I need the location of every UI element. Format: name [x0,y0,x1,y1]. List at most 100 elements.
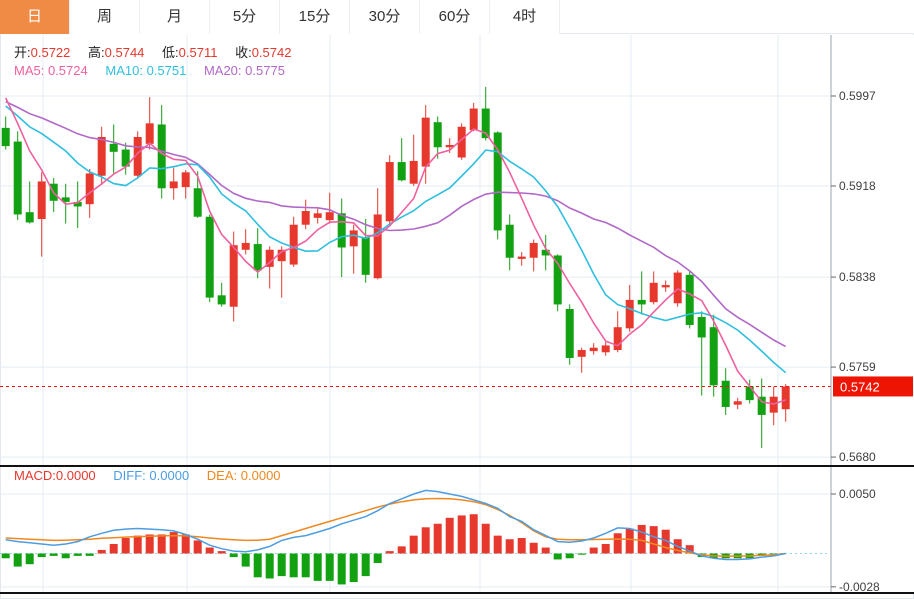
macd-tick-label: -0.0028 [839,580,880,594]
ma10-readout: MA10: 0.5751 [105,63,187,78]
candle-body [505,224,514,258]
candle-body [205,216,214,298]
macd-bar [625,528,634,554]
tab-week[interactable]: 周 [70,0,140,34]
candle-body [589,347,598,352]
candle-body [565,308,574,358]
ma10-line [5,105,787,374]
candle-body [433,122,442,148]
candle-body [553,255,562,305]
candle-body [613,327,622,350]
macd-bar [577,553,586,555]
candle-body [133,137,142,176]
candle-body [25,212,34,223]
candle-body [97,137,106,176]
price-axis: 0.5997 0.5918 0.5838 0.5759 0.5680 0.0050 -0.0… [831,89,880,594]
candle-body [757,396,766,415]
candle-body [421,117,430,167]
macd-bar [325,553,334,581]
macd-bar [469,514,478,554]
macd-bar [205,547,214,554]
candle-body [241,242,250,250]
candle-body [337,213,346,248]
last-price-badge-label: 0.5742 [840,379,880,394]
macd-bar [277,553,286,577]
macd-bar [685,545,694,554]
macd-bar [397,546,406,554]
candle-body [193,188,202,217]
macd-bar [517,538,526,554]
macd-bar [157,534,166,554]
tab-4hour[interactable]: 4时 [490,0,560,34]
diff-line [5,489,786,561]
low-readout: 低:0.5711 [162,45,218,60]
tab-15min[interactable]: 15分 [280,0,350,34]
macd-bar [181,534,190,554]
panel-divider [0,465,914,467]
candle-body [697,316,706,338]
macd-bar [301,553,310,578]
candle-body [397,162,406,181]
tab-month[interactable]: 月 [140,0,210,34]
candle-body [709,327,718,386]
candle-body [13,141,22,215]
macd-bar [421,527,430,554]
macd-bar [241,553,250,567]
candle-body [637,299,646,305]
candle-body [121,149,130,167]
candle-body [721,380,730,407]
macd-bar [121,538,130,554]
tab-30min[interactable]: 30分 [350,0,420,34]
price-tick-label: 0.5997 [839,89,876,103]
candle-body [469,108,478,131]
open-readout: 开:0.5722 [14,45,71,60]
candle-body [745,386,754,401]
candle-body [409,160,418,184]
macd-bar [337,553,346,585]
price-tick-label: 0.5680 [839,450,876,464]
macd-histogram [1,514,778,585]
macd-bar [73,553,82,556]
macd-bar [481,523,490,554]
candle-body [277,249,286,262]
candle-body [325,212,334,221]
macd-bar [49,553,58,556]
macd-bar [553,553,562,560]
candle-body [733,401,742,405]
macd-bar [541,547,550,554]
macd-bar [229,553,238,558]
price-tick-label: 0.5838 [839,270,876,284]
macd-bar [445,517,454,554]
macd-bar [1,553,10,559]
candle-body [493,132,502,231]
ma5-line [4,97,786,405]
macd-readout: MACD:0.0000 [14,468,96,483]
macd-bar [61,553,70,559]
tab-60min[interactable]: 60分 [420,0,490,34]
candle-body [145,123,154,144]
macd-bar [109,543,118,554]
high-readout: 高:0.5744 [88,45,145,60]
macd-bar [373,553,382,564]
macd-bar [529,542,538,554]
candle-body [253,244,262,271]
period-tabbar: 日 周 月 5分 15分 30分 60分 4时 [0,0,914,34]
macd-bar [25,553,34,565]
macd-bar [505,539,514,554]
macd-bar [361,553,370,577]
candle-body [109,143,118,152]
candle-body [661,285,670,288]
dea-line [5,497,786,557]
macd-bar [493,535,502,554]
candle-body [229,245,238,307]
ma5-readout: MA5: 0.5724 [14,63,88,78]
candle-body [457,126,466,158]
diff-readout: DIFF: 0.0000 [113,468,190,483]
tab-day[interactable]: 日 [0,0,70,34]
candle-body [289,224,298,265]
macd-bar [385,551,394,554]
candle-body [373,214,382,279]
tab-5min[interactable]: 5分 [210,0,280,34]
macd-bar [217,551,226,554]
